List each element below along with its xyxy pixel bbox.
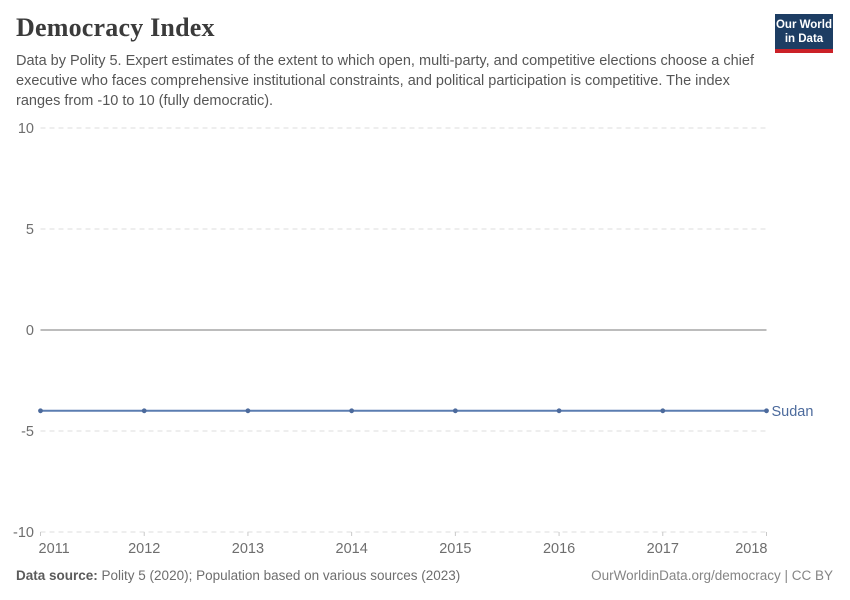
y-axis-label: -10 xyxy=(13,525,34,541)
data-point xyxy=(141,408,147,414)
chart-subtitle: Data by Polity 5. Expert estimates of th… xyxy=(16,53,754,109)
x-axis-label: 2017 xyxy=(647,541,679,557)
owid-logo[interactable]: Our World in Data xyxy=(775,14,833,53)
data-point xyxy=(764,408,769,414)
owid-logo-line2: in Data xyxy=(784,33,824,45)
data-point xyxy=(660,408,666,414)
data-point xyxy=(245,408,251,414)
footer-attribution[interactable]: OurWorldinData.org/democracy | CC BY xyxy=(591,568,833,583)
x-axis-label: 2016 xyxy=(543,541,575,557)
chart-title: Democracy Index xyxy=(16,13,215,42)
data-point xyxy=(349,408,355,414)
x-axis-label: 2014 xyxy=(336,541,368,557)
x-axis-label: 2011 xyxy=(39,541,70,557)
owid-logo-line1: Our World xyxy=(775,19,832,31)
data-point xyxy=(452,408,458,414)
footer-source: Data source: Polity 5 (2020); Population… xyxy=(16,568,460,583)
y-axis-label: 10 xyxy=(18,121,34,137)
data-point xyxy=(38,408,43,414)
y-axis-label: -5 xyxy=(21,424,34,440)
footer-source-label: Data source: xyxy=(16,568,98,583)
x-axis-label: 2018 xyxy=(735,541,767,557)
x-axis-label: 2015 xyxy=(439,541,471,557)
x-axis-label: 2013 xyxy=(232,541,264,557)
y-axis-label: 0 xyxy=(26,323,34,339)
footer-source-text: Polity 5 (2020); Population based on var… xyxy=(97,568,461,583)
series-label-sudan: Sudan xyxy=(772,404,814,420)
y-axis-label: 5 xyxy=(26,222,34,238)
x-axis-label: 2012 xyxy=(128,541,160,557)
data-point xyxy=(556,408,562,414)
